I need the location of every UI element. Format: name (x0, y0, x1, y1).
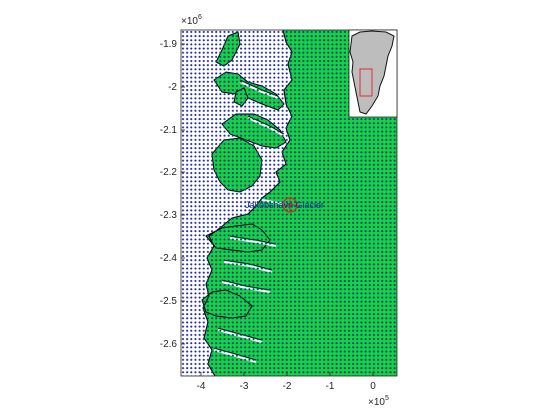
inset-extent-box (359, 68, 373, 97)
inset-map (348, 29, 398, 118)
y-tick-label: -2.3 (160, 210, 178, 221)
y-tick-label: -1.9 (160, 39, 178, 50)
glacier-marker (282, 197, 298, 213)
y-tick-label: -2.5 (160, 296, 178, 307)
y-tick-label: -2.6 (160, 339, 178, 350)
glacier-label: Jakobshavn Glacier (245, 200, 324, 210)
x-multiplier: ×105 (368, 395, 389, 408)
x-axis: -4 -3 -2 -1 0 ×105 (197, 372, 389, 408)
y-tick-label: -2 (168, 82, 177, 93)
y-tick-label: -2.4 (160, 253, 178, 264)
x-tick-label: -1 (326, 381, 335, 392)
y-tick-label: -2.2 (160, 167, 178, 178)
y-multiplier: ×106 (181, 14, 202, 27)
x-tick-label: 0 (370, 381, 376, 392)
x-tick-label: -4 (197, 381, 206, 392)
x-tick-label: -3 (240, 381, 249, 392)
y-tick-label: -2.1 (160, 125, 178, 136)
x-tick-label: -2 (283, 381, 292, 392)
axes-box (180, 29, 398, 377)
y-axis: -1.9 -2 -2.1 -2.2 -2.3 -2.4 -2.5 -2.6 ×1… (160, 14, 202, 350)
